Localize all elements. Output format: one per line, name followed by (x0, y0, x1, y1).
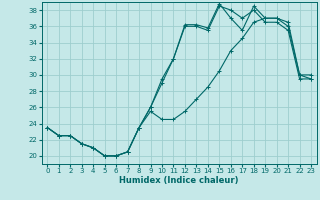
X-axis label: Humidex (Indice chaleur): Humidex (Indice chaleur) (119, 176, 239, 185)
